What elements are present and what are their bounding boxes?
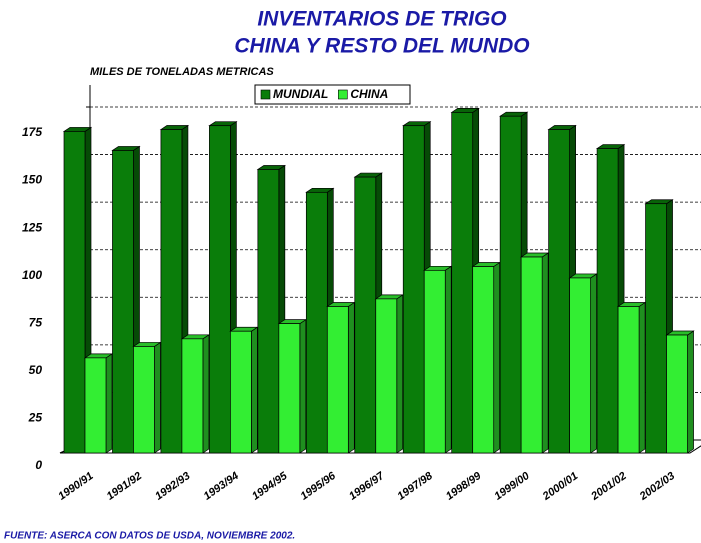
- x-tick-label: 1991/92: [105, 470, 144, 503]
- bar-front: [257, 169, 280, 454]
- bar-side: [202, 334, 210, 454]
- bar: [665, 330, 695, 454]
- bar-front: [617, 306, 640, 454]
- chart-title: INVENTARIOS DE TRIGO: [257, 8, 506, 31]
- bar: [180, 334, 211, 454]
- bar-side: [541, 252, 549, 454]
- bar: [498, 111, 529, 454]
- bar-side: [493, 261, 501, 454]
- bar-front: [209, 125, 231, 454]
- y-axis-label: MILES DE TONELADAS METRICAS: [90, 66, 274, 78]
- bar-front: [326, 306, 349, 454]
- bar-side: [299, 318, 307, 454]
- y-tick-label: 125: [22, 220, 42, 234]
- x-tick-label: 1990/91: [56, 470, 95, 503]
- bar-side: [154, 341, 161, 454]
- bar-side: [638, 301, 646, 454]
- y-tick-label: 150: [22, 173, 42, 187]
- x-tick-label: 1996/97: [347, 470, 387, 503]
- bar: [374, 294, 404, 454]
- x-tick-label: 2000/01: [540, 470, 580, 503]
- x-tick-label: 1993/94: [202, 470, 241, 503]
- bar-front: [133, 346, 155, 454]
- bar-front: [84, 357, 107, 454]
- bar-front: [423, 269, 446, 454]
- chart-title: CHINA Y RESTO DEL MUNDO: [234, 35, 529, 58]
- bar-front: [375, 298, 398, 454]
- y-tick-label: 25: [28, 411, 43, 425]
- x-tick-label: 1997/98: [395, 470, 435, 503]
- bar-front: [181, 338, 204, 454]
- bar-front: [645, 203, 667, 454]
- bar-front: [596, 148, 619, 454]
- legend-label: CHINA: [350, 87, 388, 101]
- y-tick-label: 175: [22, 125, 42, 139]
- bar: [519, 252, 550, 454]
- bar-side: [251, 326, 258, 454]
- x-tick-label: 1999/00: [492, 470, 532, 503]
- bar-side: [396, 294, 404, 454]
- bar-front: [230, 330, 252, 454]
- x-tick-label: 1994/95: [250, 470, 290, 503]
- bar-side: [687, 330, 694, 454]
- bar-front: [499, 115, 522, 454]
- bar: [83, 353, 114, 454]
- bar-front: [569, 277, 591, 454]
- bar-front: [160, 129, 183, 454]
- x-tick-label: 1998/99: [444, 470, 484, 503]
- legend: MUNDIAL CHINA: [254, 84, 411, 105]
- legend-swatch: [338, 89, 348, 100]
- y-tick-label: 75: [29, 315, 43, 329]
- x-tick-label: 2001/02: [588, 470, 628, 503]
- bar-front: [451, 112, 474, 454]
- bar-front: [402, 125, 425, 454]
- x-tick-label: 2002/03: [637, 470, 677, 503]
- y-tick-label: 50: [29, 363, 43, 377]
- bar: [229, 326, 259, 454]
- bar-front: [278, 323, 301, 454]
- x-tick-label: 1995/96: [298, 470, 338, 503]
- bar: [277, 318, 308, 454]
- bar-front: [520, 256, 543, 454]
- bar-front: [472, 266, 495, 454]
- bar-side: [590, 273, 597, 454]
- source: FUENTE: ASERCA CON DATOS DE USDA, NOVIEM…: [4, 531, 295, 542]
- bar-front: [63, 131, 86, 454]
- bar: [132, 341, 162, 454]
- bar: [616, 301, 647, 454]
- bar-front: [112, 150, 134, 454]
- y-tick-label: 0: [35, 458, 42, 472]
- bar: [568, 273, 598, 454]
- y-tick-label: 100: [22, 268, 42, 282]
- bar-side: [105, 353, 113, 454]
- legend-swatch: [260, 89, 271, 100]
- legend-box: [254, 84, 411, 105]
- bar-front: [666, 334, 688, 454]
- legend-label: MUNDIAL: [273, 87, 328, 101]
- bar: [326, 301, 356, 454]
- bar-side: [444, 265, 452, 454]
- bar-front: [305, 191, 328, 454]
- bar: [423, 265, 453, 454]
- bar-front: [548, 129, 570, 454]
- bar: [471, 261, 501, 454]
- x-tick-label: 1992/93: [153, 470, 192, 503]
- bar-front: [354, 176, 377, 454]
- bar-side: [347, 301, 355, 454]
